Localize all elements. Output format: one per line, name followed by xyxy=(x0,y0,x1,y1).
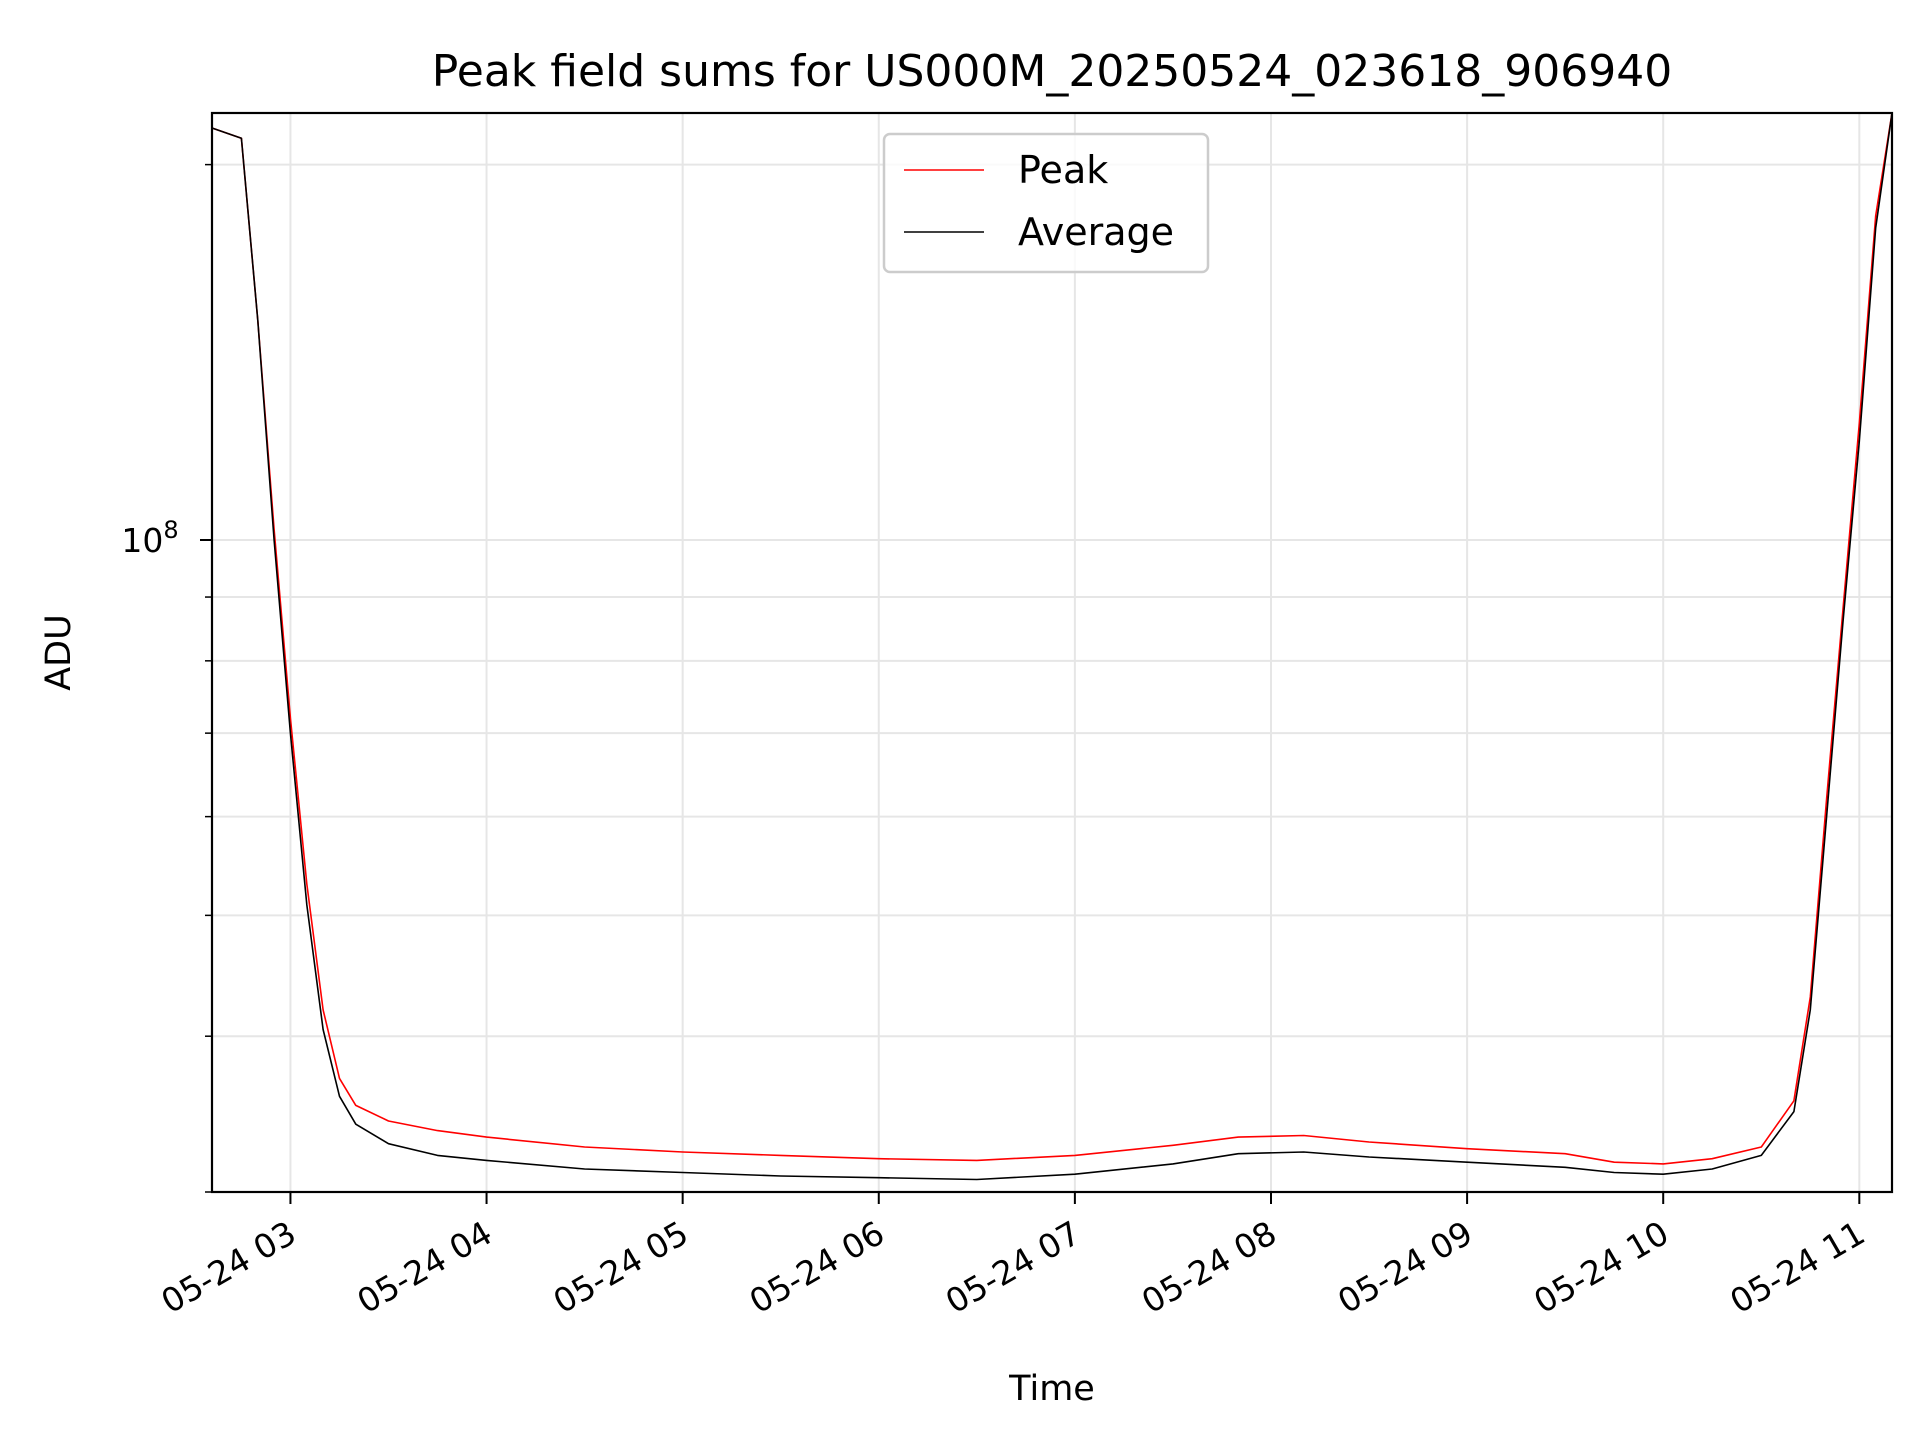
x-axis-label: Time xyxy=(1008,1369,1095,1409)
y-tick-base: 10 xyxy=(121,521,163,560)
legend-label-peak: Peak xyxy=(1018,148,1108,192)
chart-title: Peak field sums for US000M_20250524_0236… xyxy=(432,46,1672,97)
series-line-average xyxy=(211,112,1893,1181)
series-line-peak xyxy=(211,112,1893,1165)
plot-lines xyxy=(211,112,1893,1181)
y-axis-label: ADU xyxy=(39,614,79,691)
y-tick-label: 108 xyxy=(121,516,178,560)
plot-frame xyxy=(210,111,1894,1194)
legend-label-average: Average xyxy=(1018,210,1174,254)
legend-box xyxy=(882,132,1210,274)
y-tick-exponent: 8 xyxy=(163,516,178,544)
legend: Peak Average xyxy=(882,132,1210,274)
